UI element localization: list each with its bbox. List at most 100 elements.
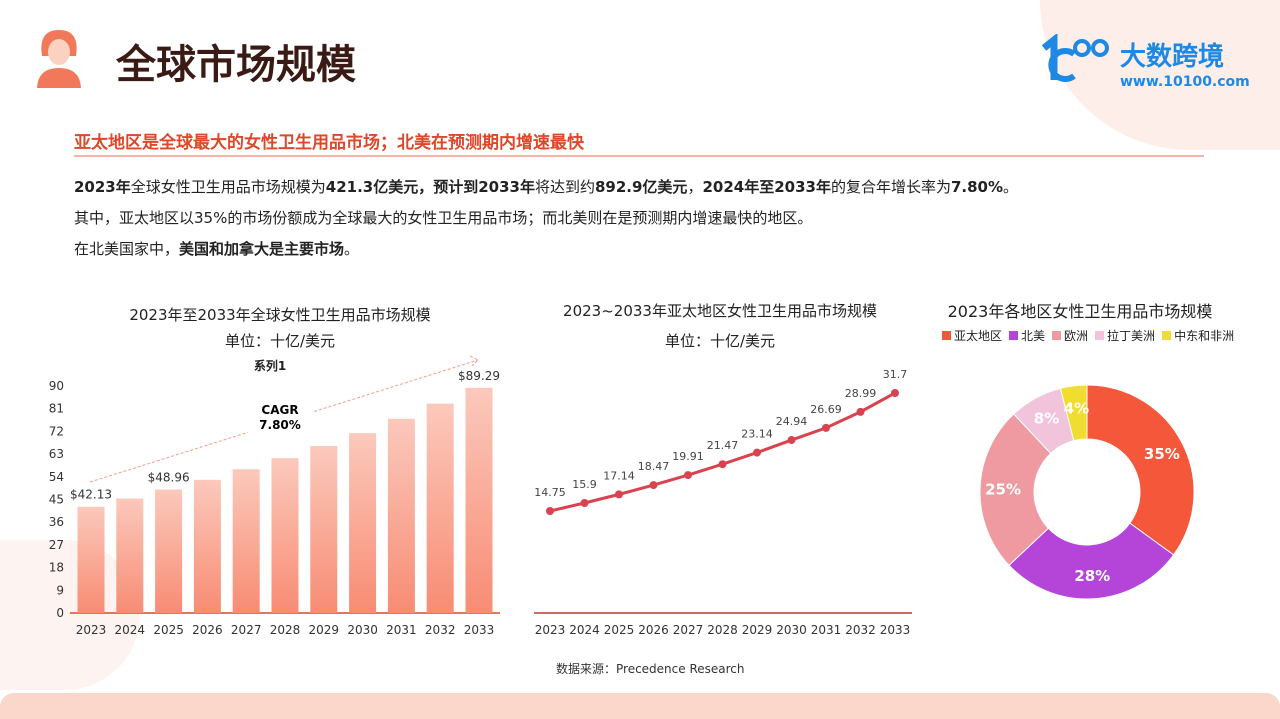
data-source: 数据来源：Precedence Research [556,662,745,676]
bar [387,418,415,613]
line-chart-title: 2023~2033年亚太地区女性卫生用品市场规模 [563,302,877,320]
x-tick-label: 2030 [776,623,807,637]
cagr-label: CAGR [261,403,298,417]
x-tick-label: 2023 [76,623,107,637]
y-tick-label: 72 [49,424,64,438]
data-point [580,498,589,507]
x-tick-label: 2029 [742,623,773,637]
y-tick-label: 54 [49,470,64,484]
x-tick-label: 2029 [309,623,340,637]
legend-label: 中东和非洲 [1174,329,1235,343]
slice-label: 35% [1144,445,1180,463]
donut-slice [979,413,1052,566]
data-label: $48.96 [148,471,190,485]
cagr-arrow [89,355,479,483]
legend-swatch [1052,331,1062,340]
data-point [684,471,692,480]
legend-swatch [1095,331,1105,340]
bar-chart-title: 2023年至2033年全球女性卫生用品市场规模 [129,306,431,324]
legend-swatch [1009,331,1019,340]
x-tick-label: 2025 [604,623,635,637]
data-point [546,507,554,515]
data-label: 17.14 [603,469,635,482]
bar-chart-unit: 单位：十亿/美元 [224,332,336,350]
x-tick-label: 2033 [880,623,911,637]
data-label: 19.91 [672,450,704,463]
data-label: 31.7 [883,368,908,381]
data-label: 15.9 [572,478,597,491]
donut-slice [1008,522,1175,600]
data-point [615,490,623,499]
y-tick-label: 63 [49,447,64,461]
y-tick-label: 45 [49,493,64,507]
x-tick-label: 2031 [386,623,417,637]
woman-avatar-icon [37,30,81,88]
page-title: 全球市场规模 [116,42,356,88]
legend-swatch [942,331,951,340]
cagr-box [248,400,312,436]
donut-legend: 亚太地区 北美 欧洲 拉丁美洲 中东和非洲 [942,327,1234,344]
y-tick-label: 18 [49,561,64,575]
x-tick-label: 2031 [811,623,842,637]
y-tick-label: 36 [49,515,64,529]
x-tick-label: 2032 [845,623,876,637]
logo-url: www.10100.com [1120,74,1250,90]
x-tick-label: 2027 [231,623,262,637]
logo-text: 大数跨境 [1120,42,1225,72]
bar [271,458,299,613]
data-point [787,436,796,445]
legend-label: 拉丁美洲 [1107,329,1156,343]
data-label: $42.13 [70,488,112,502]
data-label: 24.94 [776,415,808,428]
x-tick-label: 2033 [464,623,495,637]
data-point [718,460,727,469]
paragraph-3: 在北美国家中，美国和加拿大是主要市场。 [74,240,360,258]
slice-label: 28% [1074,567,1110,585]
x-tick-label: 2025 [153,623,184,637]
slice-label: 25% [985,480,1021,498]
y-tick-label: 27 [49,538,64,552]
x-tick-label: 2030 [347,623,378,637]
footer-band [0,693,1280,719]
bar [349,433,377,613]
x-tick-label: 2024 [569,623,600,637]
x-tick-label: 2026 [192,623,223,637]
donut-slice [1086,384,1195,556]
divider [74,155,1204,157]
line-chart-unit: 单位：十亿/美元 [664,332,776,350]
data-label: 26.69 [810,403,842,416]
legend-item: 拉丁美洲 [1095,327,1155,344]
legend-label: 北美 [1021,329,1046,343]
paragraph-2: 其中，亚太地区以35%的市场份额成为全球最大的女性卫生用品市场；而北美则在是预测… [74,209,813,227]
bar [155,489,183,613]
data-label: 28.99 [845,387,877,400]
legend-label: 亚太地区 [954,329,1003,343]
data-label: 14.75 [534,486,566,499]
data-label: 21.47 [707,439,739,452]
slice-label: 4% [1064,400,1089,418]
legend-item: 欧洲 [1052,327,1088,344]
y-tick-label: 0 [56,606,64,620]
x-tick-label: 2024 [115,623,146,637]
legend-item: 北美 [1009,327,1045,344]
series-label: 系列1 [253,359,287,373]
bar [77,506,105,613]
legend-item: 中东和非洲 [1162,327,1234,344]
x-tick-label: 2028 [707,623,738,637]
data-point [822,423,830,432]
legend-label: 欧洲 [1064,329,1089,343]
legend-item: 亚太地区 [942,327,1002,344]
section-subtitle: 亚太地区是全球最大的女性卫生用品市场；北美在预测期内增速最快 [74,133,584,153]
bar [193,479,221,613]
y-tick-label: 90 [49,379,64,393]
slice-label: 8% [1034,409,1059,427]
data-point [753,448,761,457]
y-tick-label: 81 [49,402,64,416]
y-tick-label: 9 [56,583,64,597]
x-tick-label: 2028 [270,623,301,637]
x-tick-label: 2027 [673,623,704,637]
legend-swatch [1162,331,1172,340]
